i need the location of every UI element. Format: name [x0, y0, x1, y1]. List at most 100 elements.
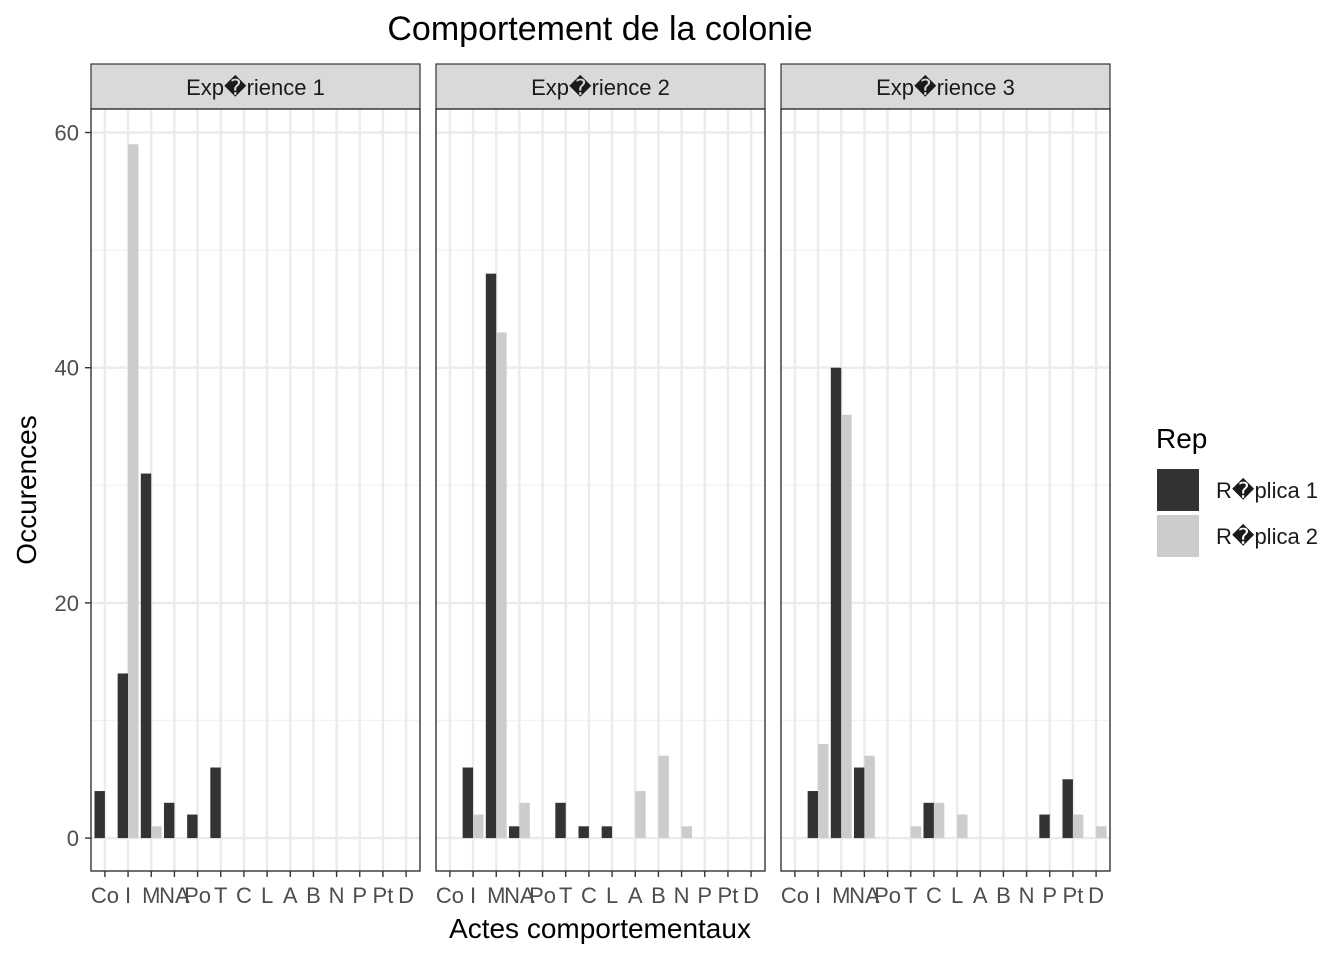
x-tick-label: N — [329, 883, 345, 908]
x-tick-label: L — [606, 883, 618, 908]
x-tick-label: A — [283, 883, 298, 908]
panel-border — [780, 108, 1111, 872]
panel-background — [91, 109, 420, 871]
bar-replica-2-B — [658, 755, 669, 839]
x-tick-label: B — [651, 883, 666, 908]
facet-strip — [780, 63, 1111, 110]
bar-replica-2-N — [681, 826, 693, 839]
x-tick-label: N — [1019, 883, 1035, 908]
legend: Rep R�plica 1 R�plica 2 — [1156, 423, 1318, 557]
chart-title: Comportement de la colonie — [387, 10, 812, 48]
panel-background — [436, 109, 765, 871]
x-tick-label: L — [261, 883, 273, 908]
bar-replica-1-I — [462, 767, 474, 839]
bar-replica-1-Po — [187, 814, 198, 839]
bar-replica-1-M — [830, 367, 842, 839]
bar-replica-1-L — [601, 826, 613, 839]
bar-replica-2-T — [910, 826, 922, 839]
bar-replica-2-I — [128, 144, 139, 839]
x-tick-label: Pt — [373, 883, 394, 908]
bar-replica-1-I — [117, 673, 129, 839]
x-tick-label: P — [1042, 883, 1057, 908]
y-tick-label: 20 — [55, 591, 79, 616]
panel-border — [90, 108, 421, 872]
x-tick-label: C — [581, 883, 597, 908]
bar-replica-1-T — [555, 802, 566, 839]
panel-border — [435, 108, 766, 872]
x-tick-label: N — [674, 883, 690, 908]
x-tick-label: L — [951, 883, 963, 908]
x-tick-label: M — [832, 883, 850, 908]
x-tick-label: Pt — [718, 883, 739, 908]
x-tick-label: I — [470, 883, 476, 908]
x-tick-label: Po — [529, 883, 556, 908]
x-tick-label: I — [815, 883, 821, 908]
x-tick-label: T — [559, 883, 572, 908]
y-axis-label: Occurences — [11, 415, 42, 564]
legend-title: Rep — [1156, 423, 1207, 454]
bar-replica-1-M — [140, 473, 152, 839]
x-axis-label: Actes comportementaux — [449, 913, 751, 944]
y-axis: 0 20 40 60 — [55, 121, 91, 851]
x-tick-label: T — [214, 883, 227, 908]
x-tick-label: T — [904, 883, 917, 908]
x-tick-label: A — [973, 883, 988, 908]
x-tick-label: P — [697, 883, 712, 908]
x-tick-label: D — [743, 883, 759, 908]
bar-replica-1-NA — [163, 802, 175, 839]
panel-background — [781, 109, 1110, 871]
facet-strip-label: Exp�rience 1 — [186, 74, 325, 100]
bar-replica-2-L — [957, 814, 968, 839]
bar-replica-2-NA — [864, 755, 875, 839]
bar-replica-1-I — [807, 791, 819, 839]
bar-replica-1-P — [1039, 814, 1050, 839]
x-tick-label: A — [628, 883, 643, 908]
bar-replica-1-T — [210, 767, 221, 839]
y-tick-label: 0 — [67, 826, 79, 851]
bar-replica-2-Pt — [1072, 814, 1084, 839]
x-tick-label: M — [142, 883, 160, 908]
bar-replica-1-M — [485, 273, 497, 839]
legend-key-replica-2 — [1157, 515, 1199, 557]
bar-replica-1-Co — [94, 791, 105, 839]
x-tick-label: Co — [436, 883, 464, 908]
x-tick-label: C — [926, 883, 942, 908]
x-tick-label: Co — [91, 883, 119, 908]
legend-label-replica-1: R�plica 1 — [1216, 477, 1318, 503]
bar-replica-2-NA — [519, 802, 530, 839]
bar-replica-2-I — [473, 814, 484, 839]
y-tick-label: 40 — [55, 356, 79, 381]
x-tick-label: B — [306, 883, 321, 908]
x-tick-label: M — [487, 883, 505, 908]
bar-replica-2-A — [635, 791, 646, 839]
x-tick-label: I — [125, 883, 131, 908]
bar-replica-2-M — [151, 826, 162, 839]
x-tick-label: Co — [781, 883, 809, 908]
x-tick-label: D — [1088, 883, 1104, 908]
bar-replica-2-D — [1096, 826, 1107, 839]
bar-replica-1-NA — [508, 826, 520, 839]
bar-replica-1-C — [578, 826, 589, 839]
x-tick-label: NA — [849, 883, 880, 908]
x-tick-label: D — [398, 883, 414, 908]
bar-replica-2-M — [841, 414, 852, 839]
facet-strip-label: Exp�rience 3 — [876, 74, 1015, 100]
bar-replica-2-C — [933, 802, 945, 839]
facet-strip — [90, 63, 421, 110]
y-tick-label: 60 — [55, 121, 79, 146]
bar-replica-2-I — [818, 744, 829, 839]
x-tick-label: Pt — [1063, 883, 1084, 908]
facet-strip — [435, 63, 766, 110]
x-tick-label: B — [996, 883, 1011, 908]
bar-replica-1-C — [923, 802, 934, 839]
x-tick-label: NA — [504, 883, 535, 908]
legend-key-replica-1 — [1157, 469, 1199, 511]
x-tick-label: C — [236, 883, 252, 908]
bar-replica-2-M — [496, 332, 507, 839]
facet-strip-label: Exp�rience 2 — [531, 74, 670, 100]
